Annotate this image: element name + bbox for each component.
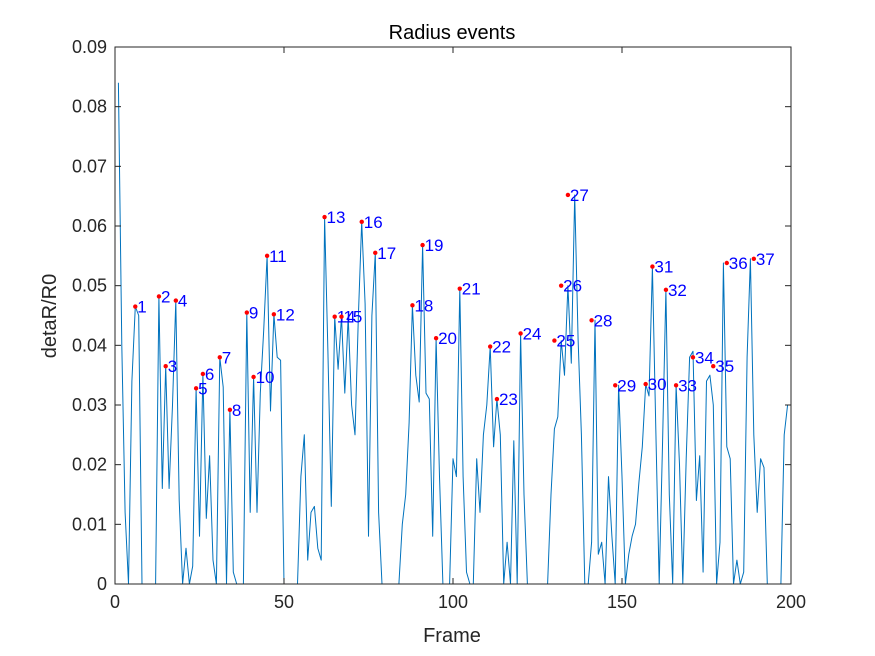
event-label-1: 1 (137, 298, 146, 317)
event-label-11: 11 (269, 247, 287, 266)
event-label-37: 37 (756, 250, 775, 269)
event-marker-20 (433, 335, 439, 341)
event-marker-6 (200, 371, 206, 377)
event-marker-33 (673, 383, 679, 388)
event-label-13: 13 (327, 208, 346, 227)
y-tick-label: 0.05 (72, 276, 107, 296)
event-label-18: 18 (414, 296, 433, 315)
event-label-34: 34 (695, 348, 714, 367)
event-label-21: 21 (462, 280, 481, 299)
y-tick-label: 0.02 (72, 455, 107, 475)
event-marker-30 (643, 381, 648, 387)
event-marker-5 (193, 386, 199, 391)
x-axis-label: Frame (423, 625, 481, 647)
event-marker-9 (244, 310, 250, 315)
event-marker-13 (322, 214, 327, 220)
x-tick-label: 150 (607, 592, 637, 612)
event-marker-37 (751, 256, 757, 262)
event-label-6: 6 (205, 365, 214, 384)
event-label-12: 12 (276, 305, 295, 324)
event-label-5: 5 (198, 379, 207, 398)
event-label-32: 32 (668, 281, 687, 300)
event-label-16: 16 (364, 213, 383, 232)
event-marker-4 (173, 298, 179, 303)
event-marker-32 (663, 287, 669, 293)
y-tick-label: 0.07 (72, 156, 107, 176)
y-tick-label: 0.03 (72, 395, 107, 415)
event-label-2: 2 (161, 287, 170, 306)
event-label-26: 26 (563, 277, 582, 296)
event-marker-11 (264, 253, 270, 259)
event-marker-17 (373, 250, 378, 256)
event-label-22: 22 (492, 338, 511, 357)
event-marker-12 (271, 312, 277, 317)
y-axis-label: detaR/R0 (39, 274, 61, 359)
event-marker-2 (156, 294, 162, 299)
event-label-9: 9 (249, 304, 258, 323)
y-tick-label: 0.04 (72, 335, 107, 355)
event-label-25: 25 (556, 332, 575, 351)
x-tick-label: 50 (274, 592, 294, 612)
event-label-29: 29 (617, 376, 636, 395)
chart-title: Radius events (389, 22, 516, 44)
event-label-20: 20 (438, 329, 457, 348)
event-label-3: 3 (168, 357, 177, 376)
event-label-35: 35 (715, 357, 734, 376)
event-label-14: 14 (337, 308, 356, 327)
event-marker-24 (518, 331, 523, 336)
event-label-4: 4 (178, 292, 187, 311)
event-marker-25 (552, 338, 557, 343)
event-marker-35 (711, 364, 716, 369)
event-label-19: 19 (425, 236, 444, 255)
event-marker-15 (339, 314, 344, 319)
event-marker-27 (565, 192, 571, 198)
event-label-27: 27 (570, 186, 589, 205)
event-marker-23 (494, 396, 500, 402)
x-tick-label: 200 (776, 592, 806, 612)
y-tick-label: 0.09 (72, 37, 107, 57)
event-marker-36 (724, 260, 729, 266)
event-marker-8 (227, 407, 233, 412)
event-label-10: 10 (256, 368, 275, 387)
y-tick-label: 0 (97, 574, 107, 594)
event-marker-1 (133, 304, 138, 309)
event-label-24: 24 (523, 324, 542, 343)
event-label-23: 23 (499, 390, 518, 409)
event-label-28: 28 (594, 311, 613, 330)
event-marker-7 (217, 355, 222, 360)
event-marker-16 (359, 219, 364, 225)
event-marker-14 (332, 314, 337, 319)
event-label-30: 30 (648, 375, 667, 394)
event-marker-22 (487, 344, 493, 349)
x-tick-label: 0 (110, 592, 120, 612)
event-label-33: 33 (678, 376, 697, 395)
event-marker-34 (690, 355, 696, 360)
event-marker-10 (251, 374, 256, 380)
y-tick-label: 0.06 (72, 216, 107, 236)
axes: 0 50 100 150 200 0 0.01 0.02 0.03 0.04 0.05 0.06 0.0… (72, 37, 806, 612)
y-tick-label: 0.08 (72, 97, 107, 117)
event-marker-29 (613, 383, 618, 388)
event-label-17: 17 (377, 244, 396, 263)
event-label-7: 7 (222, 348, 231, 367)
event-marker-3 (163, 364, 168, 369)
event-marker-31 (650, 264, 655, 269)
event-marker-28 (589, 318, 594, 323)
event-marker-26 (558, 283, 564, 288)
event-marker-18 (410, 303, 415, 308)
event-label-31: 31 (654, 258, 673, 277)
event-marker-21 (457, 286, 462, 291)
event-label-15: 15 (343, 308, 362, 327)
event-label-36: 36 (729, 254, 748, 273)
event-label-8: 8 (232, 401, 241, 420)
event-marker-19 (420, 242, 425, 248)
y-tick-label: 0.01 (72, 514, 107, 534)
x-tick-label: 100 (438, 592, 468, 612)
